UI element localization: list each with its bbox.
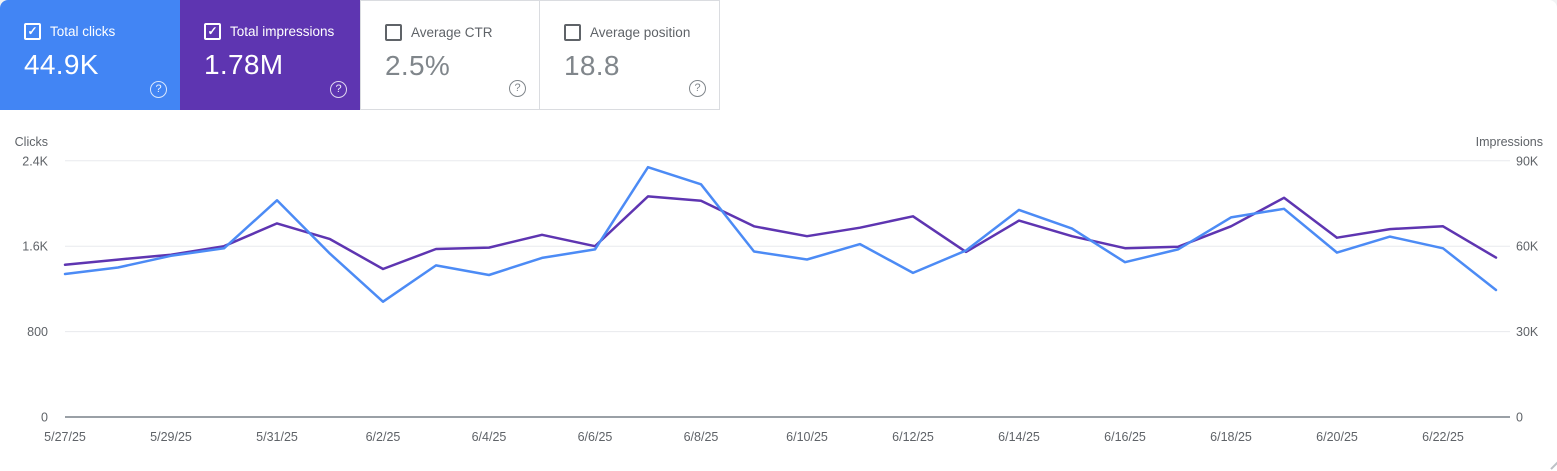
date-label: 6/6/25 bbox=[578, 430, 613, 444]
card-header: Average CTR bbox=[385, 24, 539, 41]
right-axis-tick-label: 60K bbox=[1516, 240, 1539, 254]
metric-card-total-clicks[interactable]: ✓ Total clicks 44.9K ? bbox=[0, 0, 180, 110]
checkbox-checked-icon[interactable]: ✓ bbox=[24, 23, 41, 40]
card-header: Average position bbox=[564, 24, 719, 41]
metric-card-total-impressions[interactable]: ✓ Total impressions 1.78M ? bbox=[180, 0, 360, 110]
card-value: 2.5% bbox=[385, 50, 451, 81]
checkbox-unchecked-icon[interactable] bbox=[385, 24, 402, 41]
help-icon[interactable]: ? bbox=[689, 80, 706, 97]
date-label: 6/14/25 bbox=[998, 430, 1040, 444]
help-icon[interactable]: ? bbox=[330, 81, 347, 98]
date-label: 5/29/25 bbox=[150, 430, 192, 444]
left-axis-title: Clicks bbox=[15, 135, 48, 149]
metric-cards-row: ✓ Total clicks 44.9K ? ✓ Total impressio… bbox=[0, 0, 1557, 110]
impressions-line bbox=[63, 195, 1498, 271]
left-axis-tick-label: 800 bbox=[27, 325, 48, 339]
checkbox-unchecked-icon[interactable] bbox=[564, 24, 581, 41]
date-label: 6/10/25 bbox=[786, 430, 828, 444]
help-icon[interactable]: ? bbox=[509, 80, 526, 97]
card-label: Total clicks bbox=[50, 24, 116, 39]
help-icon[interactable]: ? bbox=[150, 81, 167, 98]
card-label: Total impressions bbox=[230, 24, 335, 39]
card-value: 1.78M bbox=[204, 49, 284, 80]
right-axis-tick-label: 90K bbox=[1516, 154, 1539, 168]
left-axis-tick-label: 0 bbox=[41, 411, 48, 425]
date-label: 6/4/25 bbox=[472, 430, 507, 444]
card-header: ✓ Total impressions bbox=[204, 23, 360, 40]
clicks-impressions-line-chart[interactable]: 2.4K 90K 1.6K 60K 800 30K 0 0 Clicks Impressions 5… bbox=[0, 110, 1557, 471]
left-axis-tick-label: 2.4K bbox=[22, 154, 48, 168]
date-label: 6/22/25 bbox=[1422, 430, 1464, 444]
clicks-line bbox=[63, 165, 1498, 303]
performance-chart[interactable]: 2.4K 90K 1.6K 60K 800 30K 0 0 Clicks Impressions 5… bbox=[0, 110, 1557, 471]
date-label: 6/12/25 bbox=[892, 430, 934, 444]
left-axis-tick-label: 1.6K bbox=[22, 240, 48, 254]
date-label: 6/16/25 bbox=[1104, 430, 1146, 444]
date-label: 6/20/25 bbox=[1316, 430, 1358, 444]
date-label: 6/2/25 bbox=[366, 430, 401, 444]
metric-card-average-ctr[interactable]: Average CTR 2.5% ? bbox=[360, 0, 540, 110]
card-label: Average CTR bbox=[411, 25, 493, 40]
date-label: 5/31/25 bbox=[256, 430, 298, 444]
date-label: 6/18/25 bbox=[1210, 430, 1252, 444]
card-value: 44.9K bbox=[24, 49, 99, 80]
card-value: 18.8 bbox=[564, 50, 620, 81]
right-axis-tick-label: 30K bbox=[1516, 325, 1539, 339]
metric-card-average-position[interactable]: Average position 18.8 ? bbox=[540, 0, 720, 110]
card-label: Average position bbox=[590, 25, 691, 40]
right-axis-tick-label: 0 bbox=[1516, 411, 1523, 425]
right-axis-title: Impressions bbox=[1476, 135, 1543, 149]
card-header: ✓ Total clicks bbox=[24, 23, 180, 40]
date-label: 5/27/25 bbox=[44, 430, 86, 444]
checkbox-checked-icon[interactable]: ✓ bbox=[204, 23, 221, 40]
date-label: 6/8/25 bbox=[684, 430, 719, 444]
